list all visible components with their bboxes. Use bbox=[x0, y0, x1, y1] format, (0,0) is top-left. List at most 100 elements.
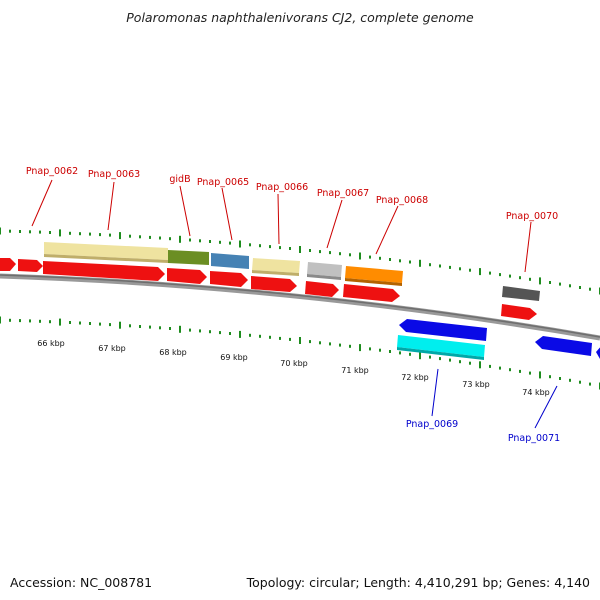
outer-major-tick bbox=[119, 232, 121, 240]
outer-minor-tick bbox=[109, 233, 111, 237]
inner-tick-track bbox=[0, 316, 600, 390]
outer-minor-tick bbox=[339, 252, 341, 256]
outer-minor-tick bbox=[19, 230, 21, 233]
inner-minor-tick bbox=[259, 334, 261, 338]
gene-arrow-downstream[interactable] bbox=[596, 345, 600, 359]
feature-box-pnap-0068-shadow bbox=[345, 278, 402, 286]
feature-box-pnap-0066-shadow bbox=[252, 270, 299, 276]
gene-label[interactable]: Pnap_0065 bbox=[197, 177, 249, 188]
outer-minor-tick bbox=[89, 232, 91, 236]
callout-line-pnap-0065 bbox=[221, 187, 233, 241]
outer-minor-tick bbox=[149, 235, 151, 239]
outer-minor-tick bbox=[389, 258, 391, 261]
feature-box-pnap-0062-0063-shadow bbox=[44, 254, 168, 263]
inner-major-tick bbox=[479, 361, 481, 369]
gene-label[interactable]: gidB bbox=[169, 174, 190, 185]
outer-minor-tick bbox=[519, 276, 521, 280]
outer-minor-tick bbox=[199, 239, 201, 243]
tick-label: 74 kbp bbox=[522, 388, 550, 397]
inner-minor-tick bbox=[519, 369, 521, 373]
gene-arrow-pnap-0069[interactable] bbox=[399, 319, 487, 341]
genome-backbone bbox=[0, 273, 600, 341]
inner-minor-tick bbox=[69, 321, 71, 324]
gene-arrow-pnap-0063[interactable] bbox=[43, 261, 165, 281]
outer-major-tick bbox=[179, 235, 181, 243]
gene-arrow-upstream-2[interactable] bbox=[18, 259, 43, 272]
map-title: Polaromonas naphthalenivorans CJ2, compl… bbox=[126, 10, 474, 25]
outer-minor-tick bbox=[69, 231, 71, 235]
outer-minor-tick bbox=[259, 244, 261, 248]
gene-arrow-gidb[interactable] bbox=[167, 268, 207, 284]
gene-label[interactable]: Pnap_0068 bbox=[376, 195, 428, 206]
tick-label: 67 kbp bbox=[98, 344, 126, 353]
inner-minor-tick bbox=[319, 341, 321, 345]
outer-minor-tick bbox=[549, 281, 551, 284]
outer-minor-tick bbox=[209, 240, 211, 243]
inner-major-tick bbox=[59, 318, 61, 326]
gene-label[interactable]: Pnap_0066 bbox=[256, 182, 308, 193]
outer-minor-tick bbox=[229, 241, 231, 245]
inner-minor-tick bbox=[449, 358, 451, 362]
outer-minor-tick bbox=[139, 235, 141, 239]
feature-box-pnap-0065[interactable] bbox=[211, 253, 249, 269]
feature-box-gidb[interactable] bbox=[168, 250, 209, 265]
outer-major-tick bbox=[59, 229, 61, 237]
feature-box-pnap-0070[interactable] bbox=[502, 286, 540, 301]
callout-line-pnap-0071 bbox=[534, 385, 558, 429]
callout-line-pnap-0067 bbox=[326, 199, 343, 249]
gene-label[interactable]: Pnap_0062 bbox=[26, 166, 78, 177]
outer-major-tick bbox=[299, 246, 301, 253]
inner-major-tick bbox=[179, 325, 181, 333]
gene-arrow-pnap-0066[interactable] bbox=[251, 276, 297, 292]
tick-label: 70 kbp bbox=[280, 359, 308, 368]
inner-major-tick bbox=[299, 337, 301, 344]
outer-minor-tick bbox=[309, 249, 311, 252]
outer-minor-tick bbox=[449, 265, 451, 269]
outer-minor-tick bbox=[529, 277, 531, 281]
gene-arrow-pnap-0067[interactable] bbox=[305, 281, 339, 297]
gene-label[interactable]: Pnap_0069 bbox=[406, 419, 458, 430]
gene-label[interactable]: Pnap_0070 bbox=[506, 211, 558, 222]
feature-box-pnap-0068[interactable] bbox=[345, 266, 403, 283]
outer-minor-tick bbox=[499, 273, 501, 277]
tick-label: 72 kbp bbox=[401, 373, 429, 382]
gene-arrow-pnap-0068[interactable] bbox=[343, 284, 400, 302]
outer-major-tick bbox=[239, 240, 241, 248]
inner-minor-tick bbox=[339, 343, 341, 347]
inner-minor-tick bbox=[549, 375, 551, 379]
outer-minor-tick bbox=[459, 267, 461, 271]
tick-label: 71 kbp bbox=[341, 366, 369, 375]
feature-box-pnap-0067[interactable] bbox=[307, 262, 342, 277]
outer-major-tick bbox=[419, 259, 421, 267]
outer-minor-tick bbox=[439, 264, 441, 268]
outer-minor-tick bbox=[9, 229, 11, 233]
gene-arrow-pnap-0071[interactable] bbox=[535, 336, 592, 356]
outer-minor-tick bbox=[279, 246, 281, 250]
inner-minor-tick bbox=[229, 332, 231, 335]
outer-minor-tick bbox=[79, 232, 81, 236]
outer-minor-tick bbox=[49, 231, 51, 234]
gene-arrow-pnap-0065[interactable] bbox=[210, 271, 248, 287]
gene-arrow-pnap-0070[interactable] bbox=[501, 304, 537, 320]
genome-summary: Topology: circular; Length: 4,410,291 bp… bbox=[246, 575, 590, 590]
outer-minor-tick bbox=[159, 236, 161, 240]
inner-minor-tick bbox=[469, 361, 471, 365]
feature-box-pnap-0066[interactable] bbox=[252, 258, 300, 273]
outer-minor-tick bbox=[289, 247, 291, 250]
gene-label[interactable]: Pnap_0067 bbox=[317, 188, 369, 199]
outer-minor-tick bbox=[349, 253, 351, 257]
gene-arrow-upstream-1[interactable] bbox=[0, 258, 16, 271]
outer-minor-tick bbox=[589, 287, 591, 291]
gene-label[interactable]: Pnap_0071 bbox=[508, 433, 560, 444]
inner-minor-tick bbox=[89, 322, 91, 325]
accession-label: Accession: NC_008781 bbox=[10, 575, 153, 590]
callout-line-pnap-0066 bbox=[277, 193, 280, 245]
outer-minor-tick bbox=[39, 230, 41, 234]
outer-minor-tick bbox=[399, 259, 401, 263]
genome-backbone-highlight bbox=[0, 274, 600, 338]
inner-major-tick bbox=[239, 330, 241, 338]
feature-box-pnap-0069[interactable] bbox=[397, 335, 485, 357]
inner-minor-tick bbox=[249, 333, 251, 337]
gene-label[interactable]: Pnap_0063 bbox=[88, 169, 140, 180]
callout-line-pnap-0068 bbox=[375, 205, 399, 255]
